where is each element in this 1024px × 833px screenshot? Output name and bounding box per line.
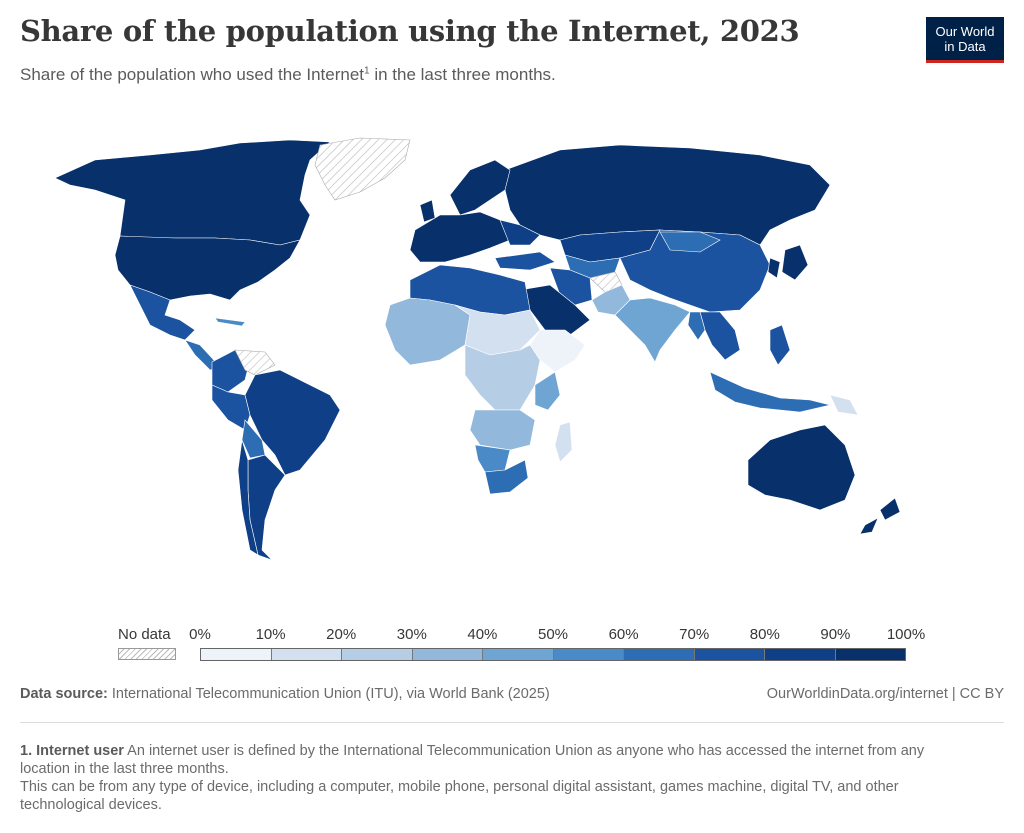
legend-tick-0: 0% — [189, 626, 211, 643]
legend-tick-40: 40% — [467, 626, 498, 643]
country-turkey[interactable] — [494, 251, 556, 271]
legend-tick-70: 70% — [679, 626, 710, 643]
source-label: Data source: — [20, 686, 108, 702]
legend-bin-90-100[interactable] — [835, 649, 905, 660]
legend-no-data-label: No data — [118, 626, 171, 643]
country-cuba[interactable] — [214, 317, 246, 327]
legend-tick-90: 90% — [820, 626, 851, 643]
country-mongolia[interactable] — [659, 231, 721, 253]
source-text: International Telecommunication Union (I… — [107, 686, 550, 702]
country-southern-africa-north[interactable] — [469, 409, 536, 451]
footer-divider — [20, 722, 1004, 723]
country-philippines[interactable] — [769, 324, 791, 366]
country-japan[interactable] — [781, 244, 809, 281]
legend-bin-10-20[interactable] — [271, 649, 342, 660]
country-png[interactable] — [829, 394, 859, 416]
country-russia[interactable] — [504, 144, 831, 246]
legend-no-data-swatch[interactable] — [118, 648, 176, 660]
footnote-ref[interactable]: 1 — [364, 65, 370, 77]
footnote-definition-text: An internet user is defined by the Inter… — [20, 743, 925, 777]
legend-bin-40-50[interactable] — [483, 649, 554, 660]
country-namibia-botswana[interactable] — [474, 444, 511, 473]
legend-tick-10: 10% — [255, 626, 286, 643]
legend-tick-50: 50% — [537, 626, 569, 643]
chart-subtitle: Share of the population who used the Int… — [20, 65, 556, 85]
legend-bin-50-60[interactable] — [553, 649, 624, 660]
country-ukraine[interactable] — [499, 219, 541, 246]
country-central-africa[interactable] — [464, 344, 541, 411]
data-source: Data source: International Telecommunica… — [20, 686, 550, 702]
country-south-africa[interactable] — [484, 459, 529, 495]
legend-bin-60-70[interactable] — [624, 649, 695, 660]
country-new-zealand[interactable] — [859, 497, 901, 535]
country-venezuela[interactable] — [234, 349, 276, 376]
country-east-africa[interactable] — [534, 371, 561, 411]
legend-bin-20-30[interactable] — [342, 649, 413, 660]
legend-tick-20: 20% — [326, 626, 357, 643]
logo-line-1: Our World — [935, 24, 995, 39]
country-korea[interactable] — [767, 257, 781, 279]
chart-title: Share of the population using the Intern… — [20, 14, 800, 48]
country-uk[interactable] — [419, 199, 436, 223]
country-india[interactable] — [614, 297, 691, 363]
footnote-line-2: This can be from any type of device, inc… — [20, 779, 899, 813]
country-china[interactable] — [619, 229, 771, 313]
legend-bin-0-10[interactable] — [201, 649, 272, 660]
legend-tick-30: 30% — [396, 626, 427, 643]
country-mexico[interactable] — [129, 284, 196, 341]
footnote-term: 1. Internet user — [20, 743, 124, 759]
country-sahel[interactable] — [454, 304, 541, 356]
footnote: 1. Internet user An internet user is def… — [20, 742, 950, 814]
owid-logo[interactable]: Our World in Data — [926, 17, 1004, 63]
legend-color-scale[interactable] — [200, 648, 906, 661]
logo-line-2: in Data — [944, 39, 986, 54]
country-madagascar[interactable] — [554, 421, 573, 463]
world-map[interactable] — [0, 130, 1024, 570]
country-saudi-arabia[interactable] — [519, 284, 591, 336]
country-bolivia[interactable] — [241, 419, 266, 459]
subtitle-text: Share of the population who used the Int… — [20, 65, 365, 84]
legend-tick-80: 80% — [749, 626, 780, 643]
legend-bin-30-40[interactable] — [412, 649, 483, 660]
legend-tick-100: 100% — [886, 626, 926, 643]
country-southeast-asia[interactable] — [699, 311, 741, 361]
legend-bin-70-80[interactable] — [694, 649, 765, 660]
country-chile[interactable] — [237, 439, 259, 556]
country-indonesia[interactable] — [709, 371, 831, 413]
legend-tick-60: 60% — [608, 626, 639, 643]
footnote-definition: 1. Internet user An internet user is def… — [20, 742, 950, 778]
country-canada[interactable] — [54, 139, 331, 246]
country-scandinavia[interactable] — [449, 159, 511, 216]
country-myanmar[interactable] — [687, 311, 706, 341]
subtitle-end: in the last three months. — [369, 65, 556, 84]
country-greenland[interactable] — [314, 137, 411, 201]
legend-bin-80-90[interactable] — [765, 649, 836, 660]
country-australia[interactable] — [747, 424, 856, 511]
country-west-africa[interactable] — [384, 297, 471, 366]
source-url-link[interactable]: OurWorldinData.org/internet | CC BY — [766, 686, 1004, 702]
